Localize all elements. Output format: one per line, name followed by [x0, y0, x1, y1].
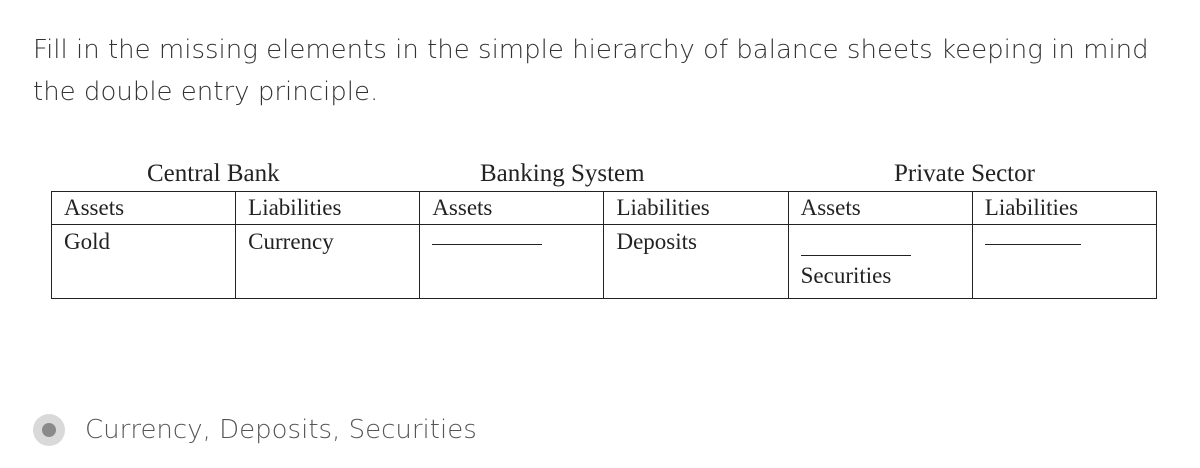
cell-ps-liabilities-blank — [971, 224, 1158, 299]
table-header-row: Assets Liabilities Assets Liabilities As… — [50, 191, 1158, 225]
header-ps-assets: Assets — [787, 191, 973, 225]
header-cb-liabilities: Liabilities — [235, 191, 421, 225]
header-bs-liabilities: Liabilities — [603, 191, 789, 225]
blank-line — [432, 243, 543, 245]
group-title-banking-system: Banking System — [480, 160, 645, 187]
question-text: Fill in the missing elements in the simp… — [33, 35, 1149, 107]
cell-cb-liabilities: Currency — [235, 224, 421, 299]
blank-line — [984, 243, 1081, 245]
cell-bs-assets-blank — [419, 224, 605, 299]
header-cb-assets: Assets — [50, 191, 237, 225]
radio-selected-icon[interactable] — [33, 414, 65, 446]
cell-bs-liabilities: Deposits — [603, 224, 789, 299]
answer-option-label: Currency, Deposits, Securities — [85, 415, 477, 445]
group-title-private-sector: Private Sector — [894, 160, 1035, 187]
cell-ps-assets: Securities — [787, 224, 973, 299]
cell-ps-assets-text: Securities — [800, 263, 892, 288]
group-title-central-bank: Central Bank — [147, 160, 280, 187]
header-ps-liabilities: Liabilities — [971, 191, 1158, 225]
cell-cb-assets: Gold — [50, 224, 237, 299]
header-bs-assets: Assets — [419, 191, 605, 225]
blank-line — [800, 254, 911, 256]
table-body-row: Gold Currency Deposits Securities — [50, 224, 1158, 299]
balance-sheet-table: Assets Liabilities Assets Liabilities As… — [50, 191, 1158, 299]
answer-option[interactable]: Currency, Deposits, Securities — [33, 410, 477, 450]
